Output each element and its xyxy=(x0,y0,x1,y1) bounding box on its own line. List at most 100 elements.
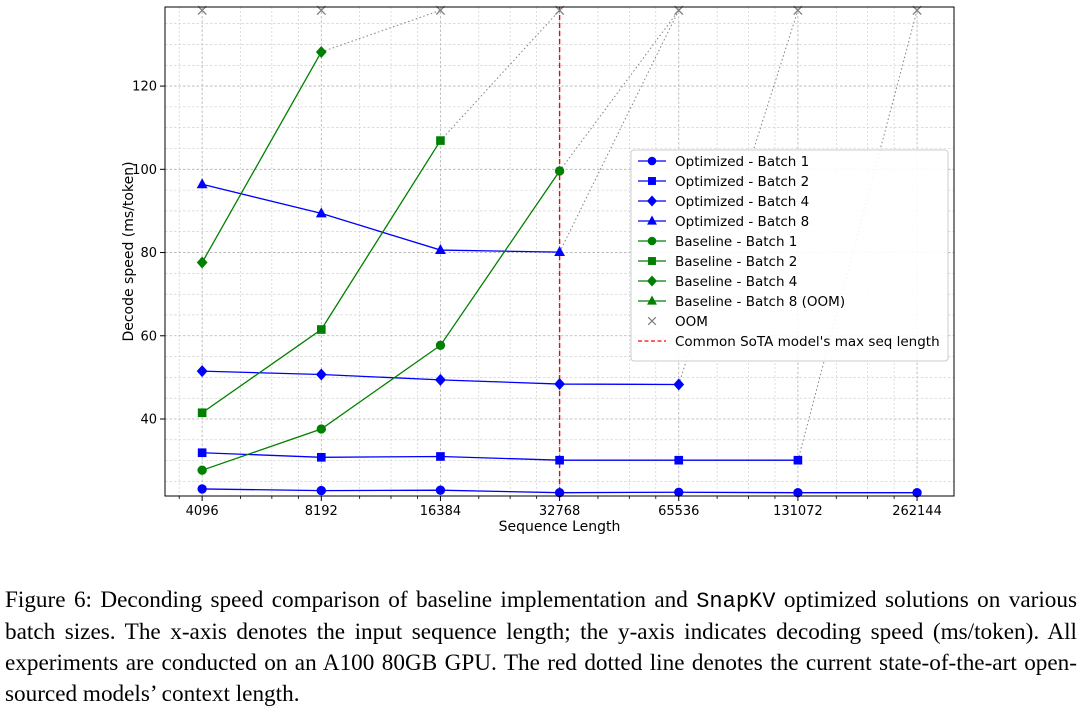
legend-swatch-marker xyxy=(647,295,657,305)
point-optimized-batch-4-2 xyxy=(435,373,446,386)
legend-label: Optimized - Batch 2 xyxy=(675,174,809,190)
oom-connector-0 xyxy=(321,9,441,53)
series-baseline-batch-2 xyxy=(197,136,445,418)
point-oom-6 xyxy=(912,5,922,15)
point-optimized-batch-8-0 xyxy=(196,178,208,189)
point-optimized-batch-2-3 xyxy=(555,455,564,465)
y-tick-label-2: 80 xyxy=(140,246,157,261)
x-tick-label-2: 16384 xyxy=(420,504,461,519)
chart-container: 4096 8192 16384 32768 65536 131072 262144 Seque… xyxy=(121,5,955,535)
point-optimized-batch-1-3 xyxy=(554,487,565,498)
legend-label: Baseline - Batch 2 xyxy=(675,254,797,270)
legend-label: Baseline - Batch 4 xyxy=(675,274,797,290)
point-optimized-batch-1-5 xyxy=(793,487,803,498)
point-baseline-batch-4-1 xyxy=(315,45,327,58)
point-oom-1 xyxy=(316,5,326,15)
x-tick-label-1: 8192 xyxy=(305,504,338,519)
x-axis: 4096 8192 16384 32768 65536 131072 262144 Seque… xyxy=(178,496,942,535)
legend-item-optimized-batch-1: Optimized - Batch 1 xyxy=(638,154,809,170)
legend-swatch-marker xyxy=(647,316,657,326)
legend-item-common-sota-model-s-max-seq-length: Common SoTA model's max seq length xyxy=(638,334,940,350)
point-optimized-batch-1-1 xyxy=(316,485,326,496)
x-tick-label-0: 4096 xyxy=(186,504,219,519)
point-oom-2 xyxy=(435,5,446,15)
y-tick-label-3: 100 xyxy=(132,163,157,178)
series-optimized-batch-8 xyxy=(196,178,565,257)
legend-label: Optimized - Batch 4 xyxy=(675,194,809,210)
point-optimized-batch-2-2 xyxy=(436,452,445,461)
series-oom xyxy=(197,5,922,15)
point-optimized-batch-1-6 xyxy=(912,487,922,498)
point-optimized-batch-1-0 xyxy=(197,484,207,494)
point-optimized-batch-8-1 xyxy=(315,207,327,218)
point-baseline-batch-1-0 xyxy=(197,465,207,475)
legend-item-baseline-batch-8-oom: Baseline - Batch 8 (OOM) xyxy=(638,294,845,310)
legend-label: OOM xyxy=(675,314,708,330)
caption-text-1: Figure 6: Deconding speed comparison of … xyxy=(5,587,697,614)
legend-label: Optimized - Batch 1 xyxy=(675,154,809,170)
point-optimized-batch-2-4 xyxy=(674,455,684,465)
series-line-baseline-batch-4 xyxy=(201,51,322,263)
point-oom-4 xyxy=(674,5,684,15)
point-baseline-batch-1-3 xyxy=(554,166,565,176)
series-optimized-batch-1 xyxy=(197,484,922,498)
point-optimized-batch-4-0 xyxy=(196,365,208,378)
x-tick-label-3: 32768 xyxy=(539,504,580,519)
x-axis-label: Sequence Length xyxy=(499,519,621,535)
oom-connector-2 xyxy=(559,10,680,172)
series-optimized-batch-4 xyxy=(196,365,685,391)
point-baseline-batch-2-2 xyxy=(436,136,445,145)
point-baseline-batch-2-1 xyxy=(316,325,326,334)
legend-item-baseline-batch-2: Baseline - Batch 2 xyxy=(638,254,797,270)
series-baseline-batch-1 xyxy=(197,166,565,475)
legend-item-oom: OOM xyxy=(647,314,708,330)
point-oom-3 xyxy=(554,5,565,15)
legend-swatch-marker xyxy=(648,257,656,265)
point-optimized-batch-4-3 xyxy=(554,378,565,391)
oom-connector-3 xyxy=(559,10,680,253)
x-tick-label-5: 131072 xyxy=(773,504,823,519)
point-baseline-batch-1-1 xyxy=(316,424,326,434)
point-optimized-batch-8-3 xyxy=(554,246,565,257)
legend-swatch-marker xyxy=(648,177,656,185)
point-optimized-batch-2-5 xyxy=(793,455,803,465)
legend-label: Baseline - Batch 1 xyxy=(675,234,797,250)
legend-item-baseline-batch-1: Baseline - Batch 1 xyxy=(638,234,797,250)
y-axis: 40 60 80 100 120 Decode speed (ms/token) xyxy=(121,80,165,428)
legend-label: Common SoTA model's max seq length xyxy=(675,334,940,350)
legend-label: Baseline - Batch 8 (OOM) xyxy=(675,294,845,310)
legend-swatch-marker xyxy=(647,236,657,246)
legend: Optimized - Batch 1 Optimized - Batch 2 Op… xyxy=(630,149,949,362)
series-baseline-batch-4 xyxy=(196,45,327,269)
x-tick-label-4: 65536 xyxy=(658,504,699,519)
legend-box xyxy=(630,149,949,362)
point-optimized-batch-4-1 xyxy=(315,368,327,381)
point-baseline-batch-4-0 xyxy=(196,256,208,269)
oom-connector-1 xyxy=(440,9,560,141)
point-baseline-batch-2-0 xyxy=(197,408,207,418)
legend-item-optimized-batch-8: Optimized - Batch 8 xyxy=(638,214,809,230)
y-tick-label-0: 40 xyxy=(140,413,157,428)
series-line-optimized-batch-2 xyxy=(202,452,798,461)
legend-swatch-marker xyxy=(647,195,657,207)
y-tick-label-4: 120 xyxy=(132,80,157,95)
legend-item-baseline-batch-4: Baseline - Batch 4 xyxy=(638,274,797,290)
point-oom-0 xyxy=(197,5,207,15)
legend-item-optimized-batch-4: Optimized - Batch 4 xyxy=(638,194,809,210)
point-baseline-batch-1-2 xyxy=(435,340,446,351)
legend-swatch-marker xyxy=(647,215,657,225)
y-tick-label-1: 60 xyxy=(140,329,157,344)
caption-code: SnapKV xyxy=(696,589,776,615)
point-oom-5 xyxy=(793,5,803,15)
point-optimized-batch-2-1 xyxy=(316,452,326,462)
legend-item-optimized-batch-2: Optimized - Batch 2 xyxy=(638,174,809,190)
point-optimized-batch-4-4 xyxy=(673,378,685,391)
y-axis-label: Decode speed (ms/token) xyxy=(121,161,137,341)
figure-caption: Figure 6: Deconding speed comparison of … xyxy=(5,585,1077,710)
legend-swatch-marker xyxy=(647,156,657,166)
point-optimized-batch-1-2 xyxy=(435,485,446,495)
point-optimized-batch-8-2 xyxy=(435,244,446,254)
series-optimized-batch-2 xyxy=(197,448,803,465)
legend-label: Optimized - Batch 8 xyxy=(675,214,809,230)
point-optimized-batch-1-4 xyxy=(674,487,684,497)
